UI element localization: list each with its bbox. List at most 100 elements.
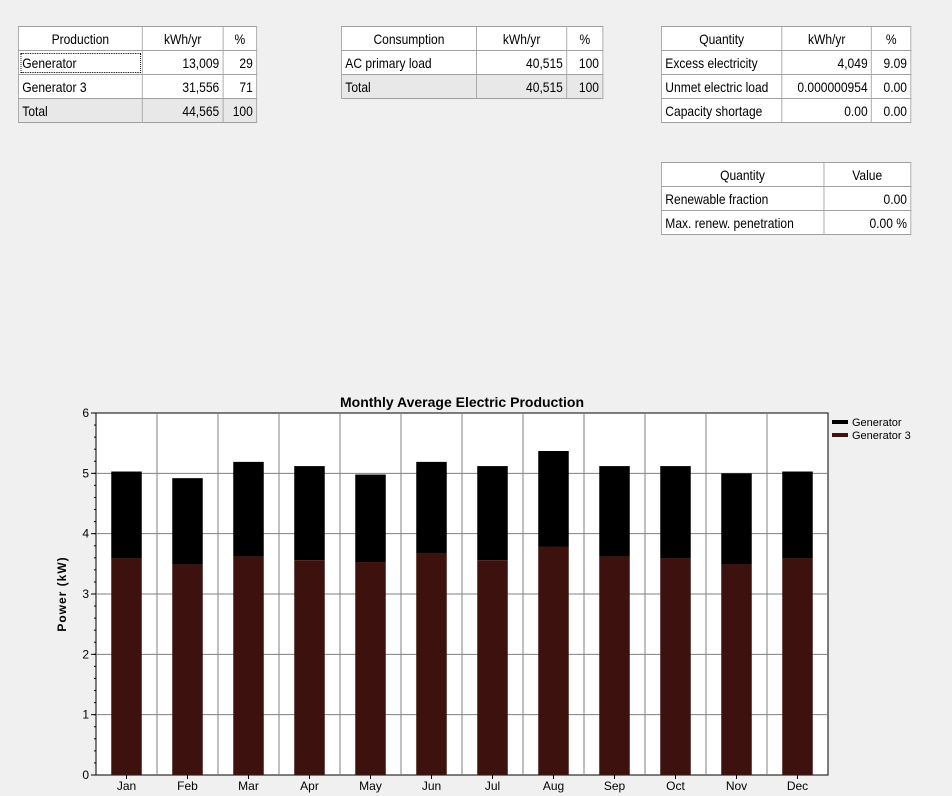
col-header-percent[interactable]: % (871, 26, 912, 51)
table-row[interactable]: Max. renew. penetration 0.00 % (661, 210, 912, 235)
cell-kwh[interactable]: 44,565 (141, 98, 224, 123)
cell-label[interactable]: Capacity shortage (660, 98, 783, 123)
grid-lines (96, 413, 828, 775)
x-tick-label: Jan (117, 779, 136, 793)
cell-percent[interactable]: 100 (566, 50, 604, 75)
monthly-production-chart: 0 1 2 3 4 5 6 Jan Feb Mar Apr May Jun Jul Aug Sep Oct No… (55, 394, 911, 793)
bar-generator-mar (233, 461, 264, 557)
cell-label[interactable]: Unmet electric load (660, 74, 783, 99)
col-header-kwh[interactable]: kWh/yr (476, 26, 568, 51)
cell-label[interactable]: Max. renew. penetration (661, 210, 825, 235)
legend-label: Generator (852, 417, 902, 429)
bar-generator-3-jun (416, 552, 447, 775)
bar-generator-apr (294, 466, 325, 561)
col-header-kwh[interactable]: kWh/yr (781, 26, 872, 51)
y-tick-label: 0 (82, 768, 89, 782)
cell-percent[interactable]: 100 (222, 98, 258, 123)
cell-value[interactable]: 0.00 (823, 186, 912, 211)
bar-generator-3-dec (782, 558, 813, 775)
x-tick-label: Dec (787, 779, 808, 793)
table-row[interactable]: Capacity shortage 0.00 0.00 (660, 98, 912, 123)
x-tick-label: Nov (726, 779, 747, 793)
bar-generator-3-jan (111, 558, 142, 775)
cell-kwh[interactable]: 40,515 (476, 50, 568, 75)
table-row[interactable]: Unmet electric load 0.000000954 0.00 (660, 74, 912, 99)
bar-generator-jul (477, 466, 508, 561)
cell-percent[interactable]: 71 (222, 74, 258, 99)
table-row[interactable]: Generator 13,009 29 (18, 50, 258, 75)
value-table: Quantity Value Renewable fraction 0.00 M… (661, 162, 912, 235)
cell-percent[interactable]: 100 (566, 74, 604, 99)
table-row[interactable]: Excess electricity 4,049 9.09 (660, 50, 912, 75)
bar-generator-nov (721, 473, 752, 565)
y-tick-label: 3 (82, 587, 89, 601)
col-header-percent[interactable]: % (222, 26, 258, 51)
cell-kwh[interactable]: 0.000000954 (781, 74, 872, 99)
total-row[interactable]: Total 40,515 100 (340, 74, 604, 99)
col-header-value[interactable]: Value (823, 162, 912, 187)
table-row[interactable]: Generator 3 31,556 71 (18, 74, 258, 99)
x-tick-label: Aug (543, 779, 564, 793)
col-header-quantity[interactable]: Quantity (661, 162, 825, 187)
cell-label[interactable]: AC primary load (340, 50, 477, 75)
bar-generator-3-sep (599, 556, 630, 775)
legend-label: Generator 3 (852, 430, 911, 442)
y-tick-label: 5 (82, 466, 89, 480)
y-axis-ticks: 0 1 2 3 4 5 6 (82, 406, 96, 782)
table-row[interactable]: AC primary load 40,515 100 (340, 50, 604, 75)
cell-label[interactable]: Total (340, 74, 477, 99)
total-row[interactable]: Total 44,565 100 (18, 98, 258, 123)
bar-generator-3-may (355, 562, 386, 775)
bar-generator-3-feb (172, 564, 203, 775)
bar-generator-3-apr (294, 560, 325, 775)
bars (111, 451, 813, 775)
bar-generator-may (355, 474, 386, 563)
cell-kwh[interactable]: 0.00 (781, 98, 872, 123)
bar-generator-3-aug (538, 546, 569, 775)
x-tick-label: Oct (666, 779, 685, 793)
cell-value[interactable]: 0.00 % (823, 210, 912, 235)
consumption-table: Consumption kWh/yr % AC primary load 40,… (340, 26, 604, 99)
col-header-quantity[interactable]: Quantity (660, 26, 783, 51)
cell-label[interactable]: Total (18, 98, 143, 123)
x-tick-label: Mar (238, 779, 259, 793)
cell-label[interactable]: Generator 3 (18, 74, 143, 99)
cell-kwh[interactable]: 13,009 (141, 50, 224, 75)
bar-generator-dec (782, 471, 813, 559)
bar-generator-3-mar (233, 556, 264, 775)
cell-kwh[interactable]: 31,556 (141, 74, 224, 99)
bar-generator-jan (111, 471, 142, 559)
cell-kwh[interactable]: 4,049 (781, 50, 872, 75)
bar-generator-3-oct (660, 558, 691, 775)
cell-label[interactable]: Generator (18, 50, 143, 75)
col-header-kwh[interactable]: kWh/yr (141, 26, 224, 51)
cell-kwh[interactable]: 40,515 (476, 74, 568, 99)
bar-generator-feb (172, 478, 203, 565)
bar-generator-sep (599, 466, 630, 557)
chart-title: Monthly Average Electric Production (340, 394, 584, 410)
bar-generator-aug (538, 451, 569, 547)
bar-generator-jun (416, 461, 447, 553)
production-table: Production kWh/yr % Generator 13,009 29 … (18, 26, 258, 123)
x-tick-label: Sep (604, 779, 626, 793)
y-tick-label: 6 (82, 406, 89, 420)
cell-label[interactable]: Renewable fraction (661, 186, 825, 211)
cell-percent[interactable]: 0.00 (871, 98, 912, 123)
table-row[interactable]: Renewable fraction 0.00 (661, 186, 912, 211)
col-header-consumption[interactable]: Consumption (340, 26, 477, 51)
quantity-table: Quantity kWh/yr % Excess electricity 4,0… (660, 26, 912, 123)
cell-percent[interactable]: 0.00 (871, 74, 912, 99)
x-tick-label: May (359, 779, 382, 793)
cell-percent[interactable]: 29 (222, 50, 258, 75)
x-tick-label: Jul (485, 779, 500, 793)
bar-generator-oct (660, 466, 691, 559)
cell-label[interactable]: Excess electricity (660, 50, 783, 75)
col-header-percent[interactable]: % (566, 26, 604, 51)
col-header-production[interactable]: Production (18, 26, 143, 51)
cell-percent[interactable]: 9.09 (871, 50, 912, 75)
x-tick-label: Feb (177, 779, 198, 793)
bar-generator-3-jul (477, 560, 508, 775)
y-tick-label: 1 (82, 708, 89, 722)
y-tick-label: 4 (82, 527, 89, 541)
